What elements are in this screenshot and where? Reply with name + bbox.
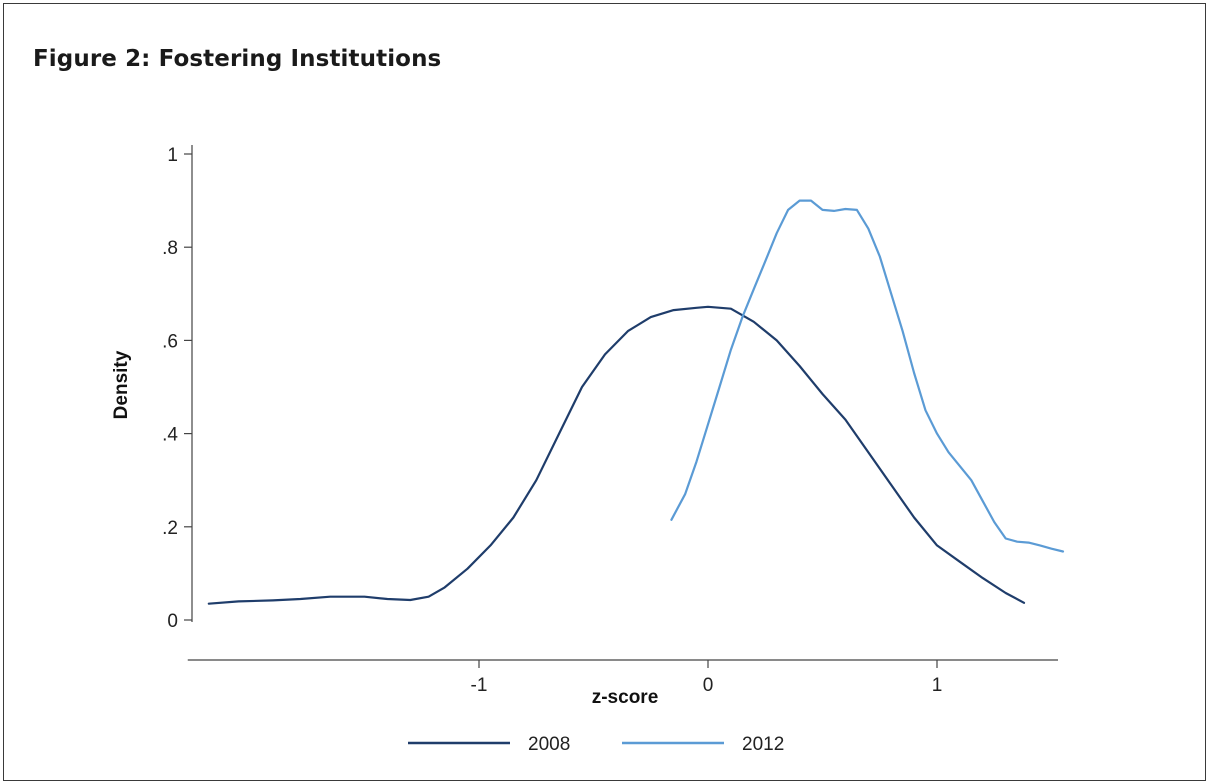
y-axis-title: Density (111, 350, 132, 419)
axes: 0 .2 .4 .6 .8 1 -1 0 1 z-score Density (111, 145, 1058, 708)
legend-label-2008: 2008 (528, 734, 570, 755)
y-tick-label: 1 (167, 145, 178, 166)
legend-label-2012: 2012 (742, 734, 784, 755)
x-tick-label: 0 (703, 675, 714, 696)
series-lines (207, 199, 1065, 605)
series-line-2012 (670, 199, 1065, 553)
figure-title: Figure 2: Fostering Institutions (33, 46, 442, 72)
legend: 2008 2012 (408, 734, 784, 755)
x-tick-label: -1 (471, 675, 488, 696)
series-line-2008 (207, 305, 1026, 605)
y-tick-label: 0 (167, 611, 178, 632)
figure-frame (3, 3, 1206, 781)
x-tick-label: 1 (932, 675, 943, 696)
x-axis-title: z-score (592, 687, 659, 708)
y-tick-label: .2 (162, 518, 178, 539)
y-tick-label: .8 (162, 238, 178, 259)
y-tick-label: .6 (162, 331, 178, 352)
y-tick-label: .4 (162, 425, 178, 446)
